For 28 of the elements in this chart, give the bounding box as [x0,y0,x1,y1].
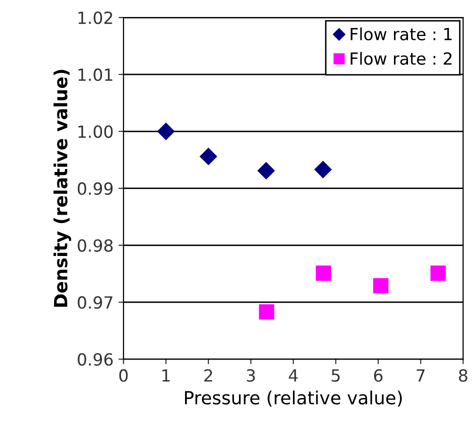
y-tick-label: 0.96 [78,353,113,366]
x-tick-label: 0 [119,369,128,382]
y-tick-label: 0.97 [78,296,112,309]
y-tick-label: 0.98 [78,239,113,252]
point [157,122,175,140]
point [373,278,388,294]
point [200,148,217,166]
y-tick-label: 0.99 [78,182,113,195]
x-tick-label: 3 [246,369,255,382]
x-tick-label: 6 [374,369,382,382]
y-axis-title: Density (relative value) [53,70,72,307]
y-tick-label: 1.02 [78,11,112,24]
point [316,266,332,281]
point [430,266,446,281]
x-tick-label: 4 [288,369,298,382]
x-tick-label: 1 [162,369,170,382]
x-tick-label: 5 [332,369,340,382]
legend-label: Flow rate : 1 [350,28,452,40]
y-tick-label: 1.00 [78,125,113,138]
legend-label: Flow rate : 2 [350,52,452,65]
x-axis-title: Pressure (relative value) [185,390,402,407]
x-tick-label: 8 [458,369,468,382]
point [258,162,275,180]
x-tick-label: 7 [416,369,425,382]
point [258,304,274,320]
point [314,161,332,178]
y-tick-label: 1.01 [78,68,112,82]
x-tick-label: 2 [204,369,212,382]
